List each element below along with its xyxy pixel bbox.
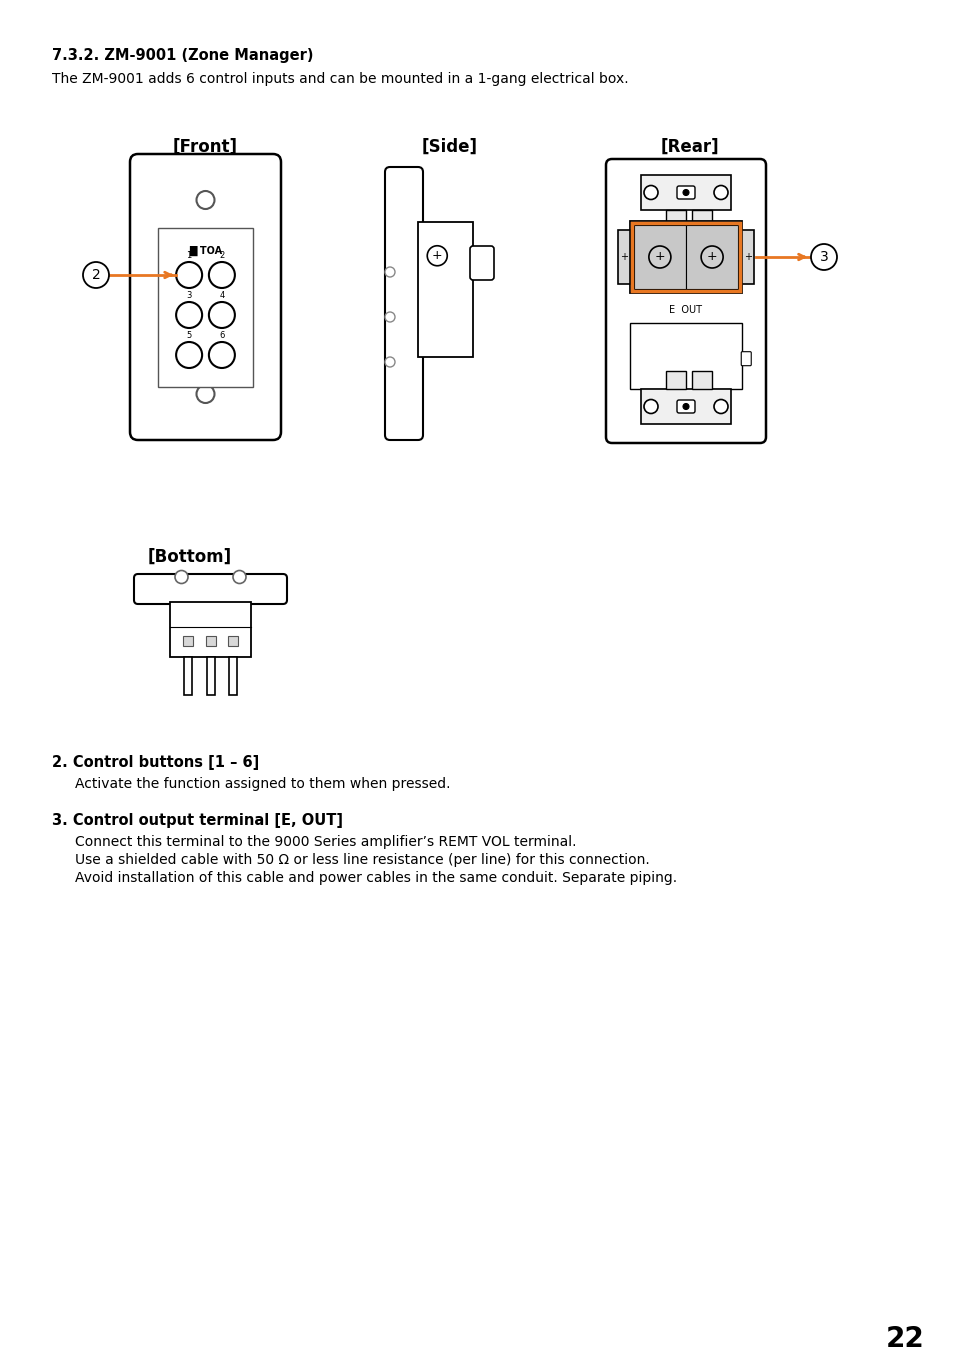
Text: +: + xyxy=(706,250,717,263)
FancyBboxPatch shape xyxy=(677,186,695,199)
FancyBboxPatch shape xyxy=(740,351,750,366)
Circle shape xyxy=(209,303,234,328)
Circle shape xyxy=(385,312,395,322)
Circle shape xyxy=(643,400,658,413)
Circle shape xyxy=(682,189,688,196)
Bar xyxy=(229,657,236,694)
Circle shape xyxy=(176,303,202,328)
Text: 2: 2 xyxy=(219,251,224,259)
Circle shape xyxy=(648,246,670,267)
Circle shape xyxy=(385,267,395,277)
Text: █ TOA: █ TOA xyxy=(189,246,222,257)
Text: Activate the function assigned to them when pressed.: Activate the function assigned to them w… xyxy=(75,777,450,790)
Circle shape xyxy=(209,342,234,367)
FancyBboxPatch shape xyxy=(205,636,215,646)
Bar xyxy=(184,657,192,694)
Text: 3: 3 xyxy=(819,250,827,263)
Text: 1: 1 xyxy=(186,251,192,259)
Circle shape xyxy=(196,190,214,209)
FancyBboxPatch shape xyxy=(158,228,253,386)
FancyBboxPatch shape xyxy=(640,176,730,209)
Circle shape xyxy=(713,185,727,200)
Circle shape xyxy=(682,404,688,409)
Circle shape xyxy=(810,245,836,270)
FancyBboxPatch shape xyxy=(130,154,281,440)
FancyBboxPatch shape xyxy=(691,209,711,228)
FancyBboxPatch shape xyxy=(741,230,754,284)
Text: 3. Control output terminal [E, OUT]: 3. Control output terminal [E, OUT] xyxy=(52,813,343,828)
Circle shape xyxy=(83,262,109,288)
Text: 7.3.2. ZM-9001 (Zone Manager): 7.3.2. ZM-9001 (Zone Manager) xyxy=(52,49,314,63)
Text: +: + xyxy=(619,253,627,262)
Circle shape xyxy=(176,262,202,288)
Circle shape xyxy=(233,570,246,584)
Circle shape xyxy=(713,400,727,413)
FancyBboxPatch shape xyxy=(470,246,494,280)
Text: Connect this terminal to the 9000 Series amplifier’s REMT VOL terminal.: Connect this terminal to the 9000 Series… xyxy=(75,835,576,848)
Text: 3: 3 xyxy=(186,290,192,300)
Text: 6: 6 xyxy=(219,331,224,340)
Text: 2. Control buttons [1 – 6]: 2. Control buttons [1 – 6] xyxy=(52,755,259,770)
FancyBboxPatch shape xyxy=(629,222,741,293)
FancyBboxPatch shape xyxy=(170,603,251,657)
Text: +: + xyxy=(432,249,442,262)
Circle shape xyxy=(176,342,202,367)
FancyBboxPatch shape xyxy=(629,323,741,389)
Circle shape xyxy=(427,246,447,266)
FancyBboxPatch shape xyxy=(385,168,422,440)
Circle shape xyxy=(174,570,188,584)
Circle shape xyxy=(385,357,395,367)
FancyBboxPatch shape xyxy=(605,159,765,443)
Text: +: + xyxy=(654,250,664,263)
FancyBboxPatch shape xyxy=(640,389,730,424)
Text: E  OUT: E OUT xyxy=(669,305,701,315)
Circle shape xyxy=(643,185,658,200)
FancyBboxPatch shape xyxy=(228,636,238,646)
Text: [Front]: [Front] xyxy=(172,138,237,155)
FancyBboxPatch shape xyxy=(691,372,711,389)
Text: [Side]: [Side] xyxy=(421,138,477,155)
Bar xyxy=(206,657,214,694)
Text: 2: 2 xyxy=(91,267,100,282)
Circle shape xyxy=(700,246,722,267)
Circle shape xyxy=(209,262,234,288)
Text: The ZM-9001 adds 6 control inputs and can be mounted in a 1-gang electrical box.: The ZM-9001 adds 6 control inputs and ca… xyxy=(52,72,628,86)
FancyBboxPatch shape xyxy=(183,636,193,646)
Text: [Bottom]: [Bottom] xyxy=(148,549,232,566)
Text: 4: 4 xyxy=(219,290,224,300)
Bar xyxy=(685,226,738,289)
Circle shape xyxy=(196,385,214,403)
FancyBboxPatch shape xyxy=(618,230,629,284)
FancyBboxPatch shape xyxy=(133,574,287,604)
Text: +: + xyxy=(743,253,752,262)
FancyBboxPatch shape xyxy=(665,209,685,228)
Text: 22: 22 xyxy=(884,1325,923,1351)
FancyBboxPatch shape xyxy=(677,400,695,413)
Text: Use a shielded cable with 50 Ω or less line resistance (per line) for this conne: Use a shielded cable with 50 Ω or less l… xyxy=(75,852,649,867)
FancyBboxPatch shape xyxy=(417,222,473,357)
Text: Avoid installation of this cable and power cables in the same conduit. Separate : Avoid installation of this cable and pow… xyxy=(75,871,677,885)
FancyBboxPatch shape xyxy=(665,372,685,389)
Text: [Rear]: [Rear] xyxy=(660,138,719,155)
Text: 5: 5 xyxy=(186,331,192,340)
Bar xyxy=(633,226,685,289)
